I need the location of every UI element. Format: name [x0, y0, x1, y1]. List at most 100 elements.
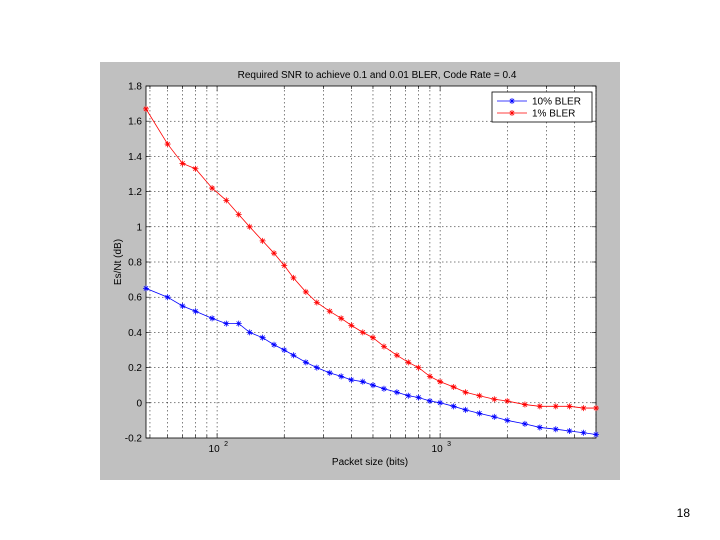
data-point: [235, 211, 242, 218]
legend-entry: 1% BLER: [497, 109, 575, 120]
legend-label: 1% BLER: [532, 109, 575, 120]
y-tick-label: 1.4: [128, 152, 142, 163]
x-tick-label: 10: [209, 444, 221, 455]
data-point: [281, 262, 288, 269]
x-axis-label: Packet size (bits): [332, 457, 408, 468]
x-tick-label-exponent: 3: [447, 441, 451, 448]
data-point: [393, 389, 400, 396]
y-tick-label: 0.6: [128, 293, 142, 304]
series-line: [145, 108, 596, 409]
data-point: [246, 329, 253, 336]
data-point: [192, 308, 199, 315]
data-point: [143, 285, 149, 292]
data-point: [450, 383, 457, 390]
data-point: [566, 403, 573, 410]
data-point: [179, 303, 186, 309]
data-point: [369, 334, 376, 341]
page-number: 18: [676, 506, 690, 520]
data-point: [462, 406, 469, 413]
series-layer: [143, 105, 599, 438]
data-point: [521, 420, 528, 427]
data-point: [290, 274, 297, 281]
data-point: [380, 385, 387, 392]
data-point: [580, 405, 587, 412]
data-point: [426, 398, 433, 405]
data-point: [521, 401, 528, 408]
y-tick-label: 1.8: [128, 82, 142, 93]
data-point: [313, 299, 320, 306]
y-tick-label: 0.8: [128, 258, 142, 269]
data-point: [223, 197, 230, 204]
data-point: [259, 237, 266, 244]
x-tick-label-exponent: 2: [224, 441, 228, 448]
data-point: [450, 403, 457, 410]
y-tick-label: 1.2: [128, 187, 142, 198]
data-point: [326, 369, 333, 376]
data-point: [209, 315, 216, 322]
data-point: [415, 394, 422, 401]
data-point: [566, 427, 573, 434]
y-tick-label: -0.2: [125, 434, 143, 445]
data-point: [393, 352, 400, 359]
data-point: [536, 424, 543, 431]
y-tick-label: 1: [136, 222, 142, 233]
data-point: [359, 378, 366, 385]
data-point: [476, 392, 483, 399]
data-point: [491, 413, 498, 420]
data-point: [509, 98, 515, 104]
data-point: [326, 308, 333, 315]
data-point: [313, 364, 320, 371]
data-point: [179, 160, 186, 167]
data-point: [380, 343, 387, 350]
data-point: [536, 403, 543, 410]
x-tick-label: 10: [432, 444, 444, 455]
data-point: [143, 105, 149, 112]
data-point: [552, 403, 559, 410]
data-point: [504, 398, 511, 405]
data-point: [415, 364, 422, 371]
data-point: [348, 322, 355, 329]
y-tick-label: 0: [136, 398, 142, 409]
grid: [146, 86, 597, 438]
data-point: [509, 110, 515, 116]
data-point: [369, 382, 376, 389]
data-point: [426, 373, 433, 380]
data-point: [359, 329, 366, 336]
data-point: [209, 185, 216, 192]
data-point: [405, 359, 412, 366]
data-point: [338, 315, 345, 322]
data-point: [164, 141, 171, 148]
y-tick-label: 0.2: [128, 363, 142, 374]
data-point: [235, 320, 242, 327]
data-point: [223, 320, 230, 327]
data-point: [491, 396, 498, 403]
data-point: [462, 389, 469, 396]
data-point: [271, 341, 278, 348]
data-point: [580, 429, 587, 436]
y-axis-label: Es/Nt (dB): [113, 239, 124, 285]
data-point: [348, 376, 355, 383]
data-point: [302, 288, 309, 295]
data-point: [338, 373, 345, 380]
data-point: [593, 431, 599, 438]
y-tick-label: 0.4: [128, 328, 142, 339]
legend-entry: 10% BLER: [497, 97, 581, 108]
data-point: [259, 334, 266, 341]
data-point: [290, 352, 297, 359]
data-point: [192, 165, 199, 172]
legend-label: 10% BLER: [532, 97, 581, 108]
data-point: [437, 399, 444, 406]
y-tick-label: 1.6: [128, 117, 142, 128]
series-bler-10: [143, 285, 599, 438]
data-point: [164, 294, 171, 301]
legend-box: [491, 91, 593, 123]
data-point: [281, 347, 288, 353]
data-point: [593, 405, 599, 412]
data-point: [476, 410, 483, 417]
data-point: [437, 378, 444, 385]
data-point: [504, 417, 511, 424]
series-bler-1: [143, 105, 599, 412]
